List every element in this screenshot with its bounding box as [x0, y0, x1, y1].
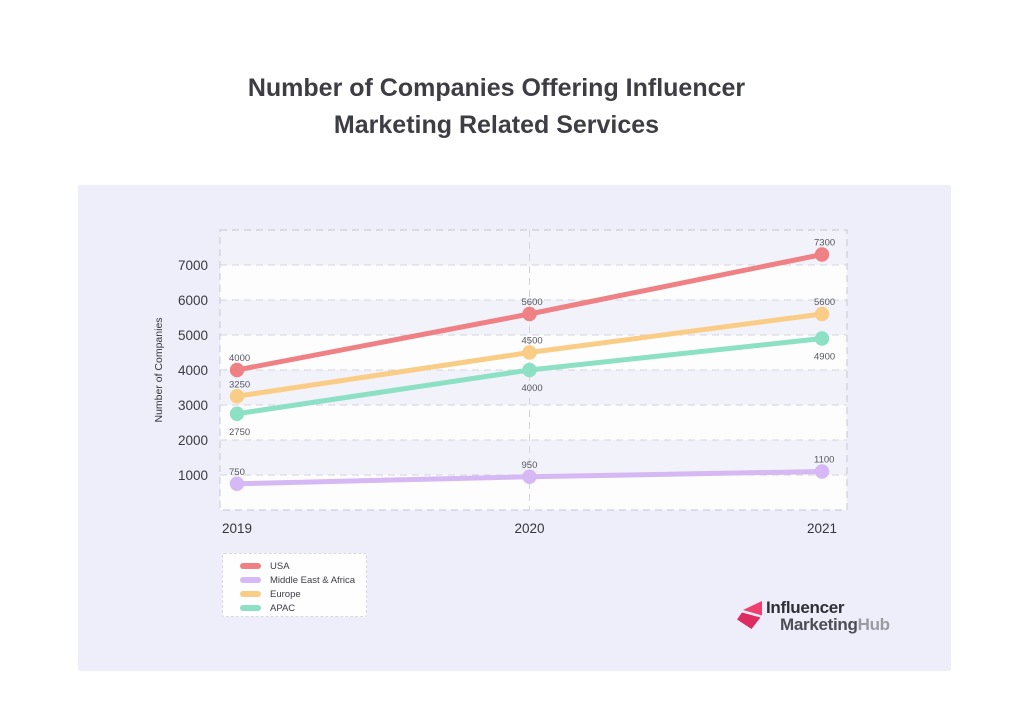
y-axis-tick-label: 5000: [178, 328, 208, 343]
y-axis-title: Number of Companies: [153, 317, 165, 422]
plot-border: [219, 229, 848, 511]
point-label: 2750: [229, 427, 250, 438]
point-label: 4900: [814, 352, 835, 363]
point-label: 950: [522, 460, 538, 471]
y-axis-tick-label: 4000: [178, 363, 208, 378]
logo-text-marketing: Marketing: [780, 615, 858, 634]
logo-text-influencer: Influencer: [766, 598, 845, 617]
point-label: 5600: [814, 297, 835, 308]
legend-swatch: [240, 591, 261, 598]
legend-item: USA: [240, 561, 366, 572]
logo-text-marketinghub: MarketingHub: [780, 616, 890, 633]
legend-swatch: [240, 577, 261, 584]
y-axis-tick-label: 2000: [178, 433, 208, 448]
chart-title-line1: Number of Companies Offering Influencer: [247, 74, 746, 102]
x-axis-tick-label: 2021: [807, 521, 837, 536]
data-point: [814, 464, 830, 479]
legend-swatch: [240, 563, 261, 570]
legend-label: APAC: [270, 602, 296, 614]
legend-item: APAC: [240, 603, 366, 614]
legend-label: Europe: [270, 588, 301, 600]
point-label: 3250: [229, 379, 250, 390]
plot-stripe: [220, 230, 847, 265]
point-label: 4000: [522, 383, 543, 394]
data-point: [522, 469, 537, 484]
chart-title-line2: Marketing Related Services: [333, 111, 660, 139]
data-point: [522, 345, 537, 360]
legend-item: Europe: [240, 589, 366, 600]
point-label: 1100: [814, 455, 834, 466]
plot-stripe: [220, 440, 847, 475]
data-point: [814, 306, 830, 322]
logo-text: Influencer MarketingHub: [766, 599, 890, 633]
logo-text-hub: Hub: [857, 615, 890, 634]
y-axis-tick-label: 3000: [178, 398, 208, 413]
y-axis-tick-label: 6000: [178, 293, 208, 308]
data-point: [229, 362, 245, 378]
y-axis-tick-label: 1000: [178, 468, 208, 483]
data-point: [522, 362, 537, 378]
data-point: [229, 389, 245, 404]
legend-label: USA: [270, 560, 290, 572]
data-point: [814, 331, 830, 346]
point-label: 4000: [229, 353, 250, 364]
point-label: 7300: [814, 238, 835, 249]
influencer-marketinghub-logo: Influencer MarketingHub: [737, 599, 890, 633]
legend-item: Middle East & Africa: [240, 575, 366, 586]
logo-arrow-icon: [737, 601, 762, 629]
point-label: 4500: [522, 336, 543, 347]
legend-swatch: [240, 605, 261, 612]
chart-legend: USA Middle East & Africa Europe APAC: [222, 553, 367, 617]
point-label: 750: [229, 467, 245, 478]
chart-svg: 4000 5600 7300 750 950 1100 3250 4500 5600 2750 40…: [153, 229, 848, 536]
data-point: [229, 406, 245, 421]
data-point: [522, 306, 537, 322]
chart-title: Number of Companies Offering Influencer …: [0, 70, 993, 144]
data-point: [229, 476, 245, 491]
data-point: [814, 247, 830, 262]
y-axis-tick-label: 7000: [178, 258, 208, 273]
legend-label: Middle East & Africa: [270, 574, 356, 586]
point-label: 5600: [522, 297, 543, 308]
x-axis-tick-label: 2020: [514, 521, 544, 536]
x-axis-tick-label: 2019: [222, 521, 252, 536]
